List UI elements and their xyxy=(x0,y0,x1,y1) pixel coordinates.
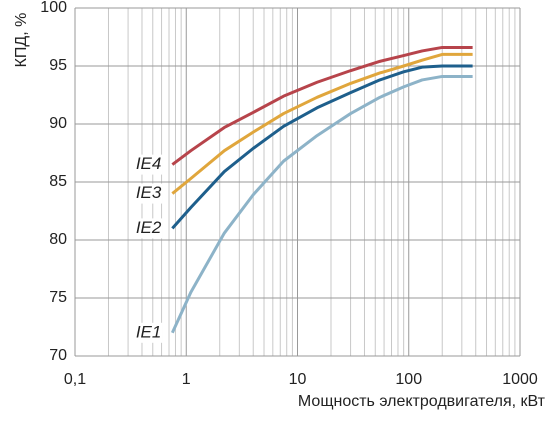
x-tick-label: 100 xyxy=(395,371,422,388)
x-tick-label: 1000 xyxy=(502,371,538,388)
series-line xyxy=(171,45,473,166)
series-label-bg xyxy=(130,154,163,175)
x-tick-label: 1 xyxy=(182,371,191,388)
series-label: IE1 xyxy=(136,322,162,341)
y-tick-label: 75 xyxy=(49,289,67,306)
y-axis-label: КПД, % xyxy=(13,13,30,68)
series-line xyxy=(170,74,473,334)
y-tick-label: 85 xyxy=(49,173,67,190)
series-label-bg xyxy=(130,322,163,343)
series-label: IE3 xyxy=(136,183,162,202)
x-tick-label: 10 xyxy=(289,371,307,388)
x-tick-label: 0,1 xyxy=(64,371,86,388)
y-tick-label: 90 xyxy=(49,115,67,132)
y-tick-label: 100 xyxy=(40,0,67,16)
y-tick-label: 70 xyxy=(49,347,67,364)
y-tick-label: 80 xyxy=(49,231,67,248)
series-line xyxy=(171,52,473,195)
y-tick-label: 95 xyxy=(49,57,67,74)
series-line xyxy=(171,64,473,230)
series-label-bg xyxy=(130,183,163,204)
series-label-bg xyxy=(130,218,163,239)
series-label: IE4 xyxy=(136,154,162,173)
x-axis-label: Мощность электродвигателя, кВт xyxy=(298,393,546,410)
series-label: IE2 xyxy=(136,218,162,237)
